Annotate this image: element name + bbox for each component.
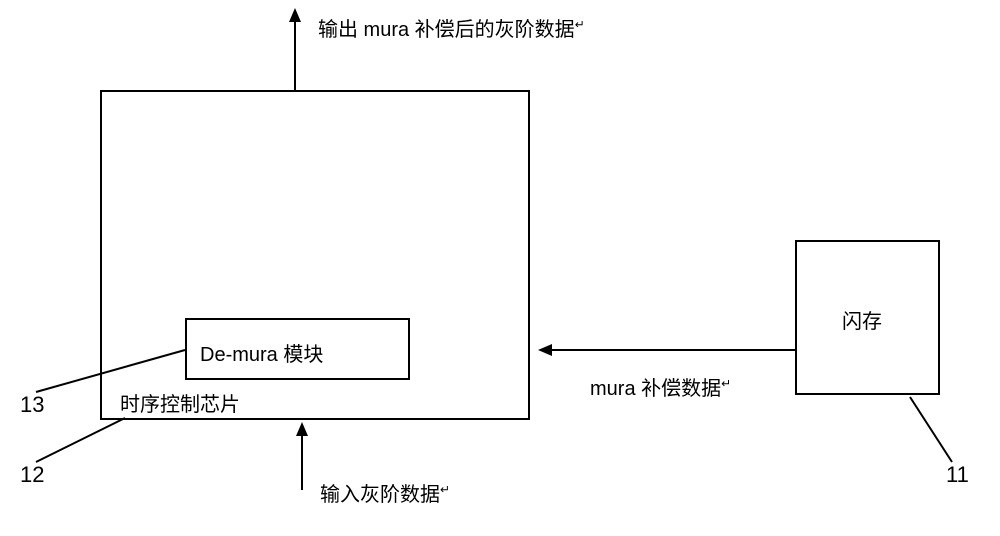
block-diagram: 时序控制芯片 De-mura 模块 闪存 输出 mura 补偿后的灰阶数据↵ m… (0, 0, 1000, 536)
callout-11-line (0, 0, 1000, 536)
callout-11-text: 11 (946, 462, 969, 488)
